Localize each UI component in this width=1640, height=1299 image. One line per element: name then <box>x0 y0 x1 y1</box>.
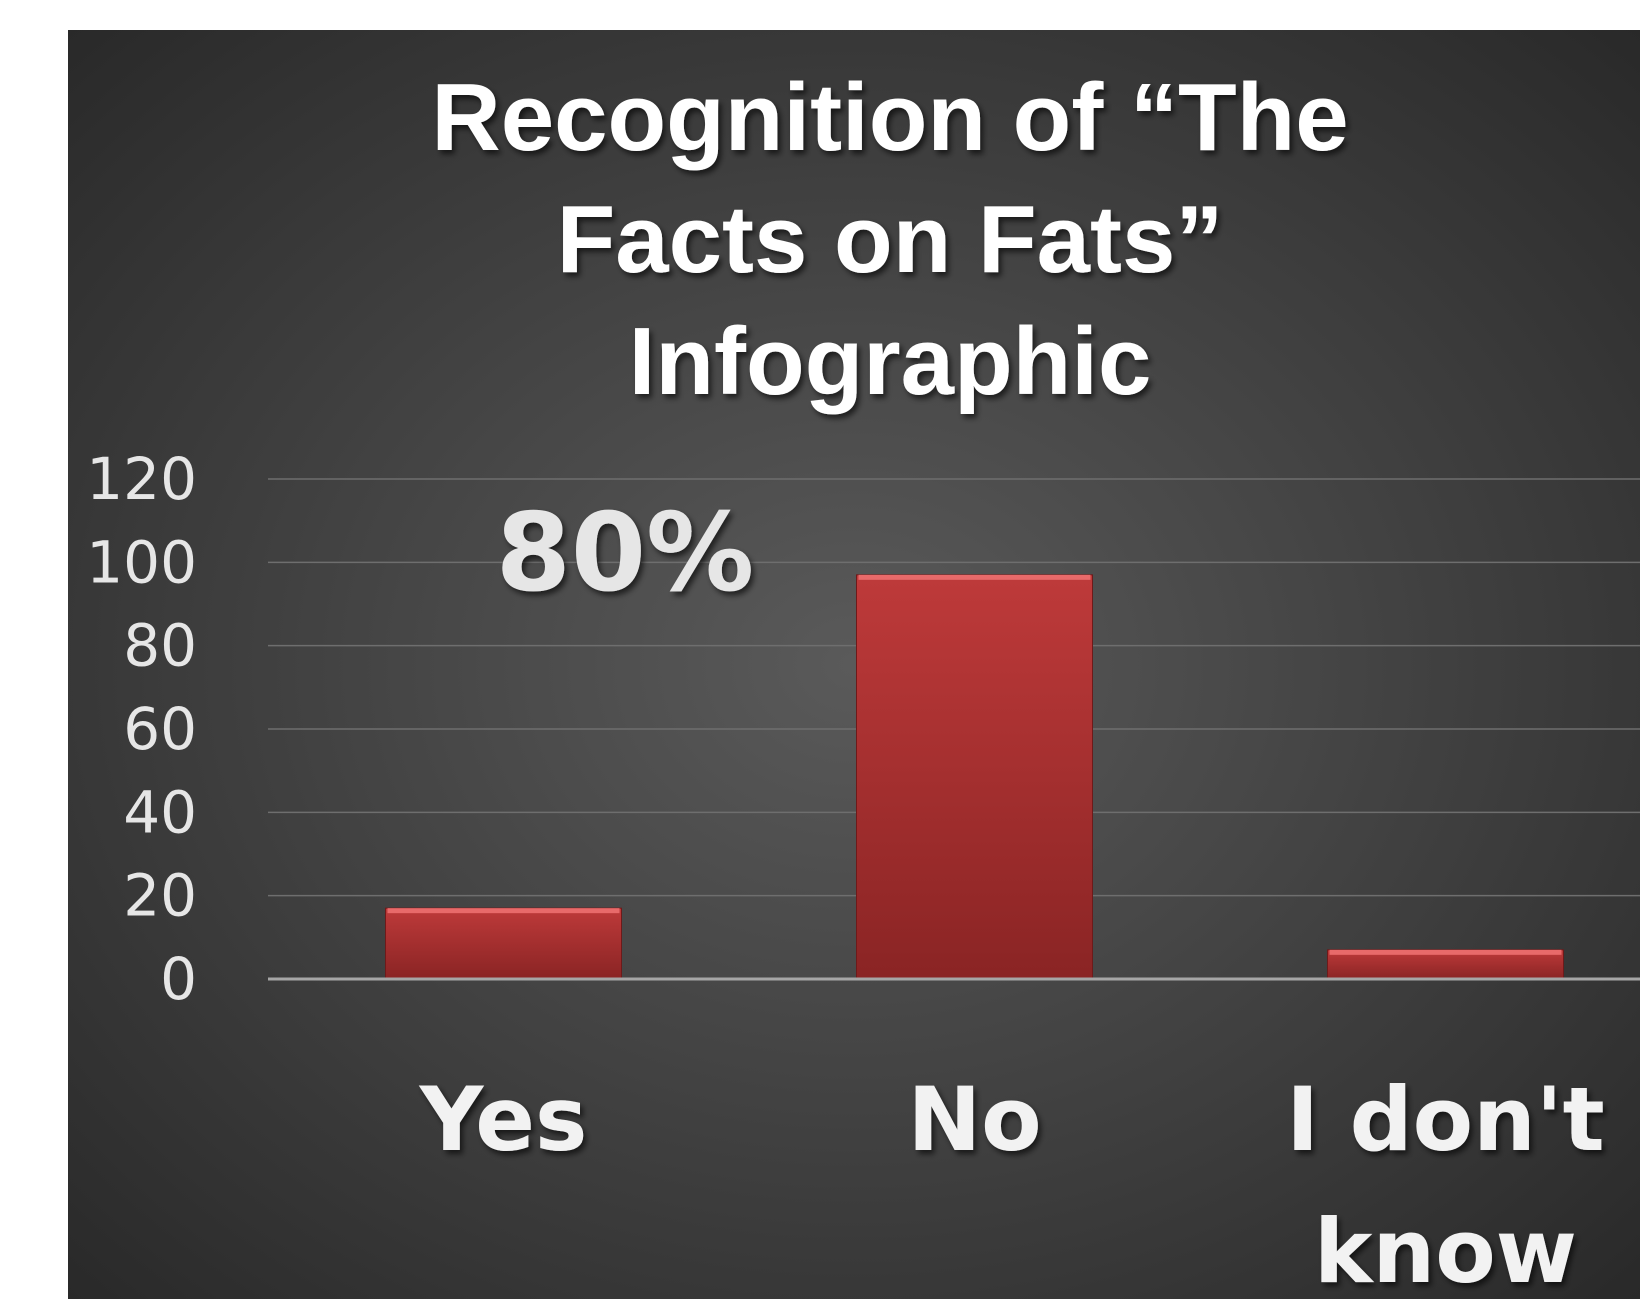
y-tick-label: 20 <box>123 862 197 930</box>
bars <box>385 574 1564 980</box>
chart-background <box>68 30 1640 1299</box>
y-tick-label: 40 <box>123 778 197 846</box>
category-label: Yes <box>419 1068 588 1171</box>
y-tick-label: 120 <box>86 445 197 513</box>
percentage-annotation: 80% <box>496 491 755 616</box>
x-axis-category-labels: Yes No I don't know <box>419 1068 1605 1299</box>
y-tick-label: 80 <box>123 612 197 680</box>
bar-top-highlight <box>387 908 620 914</box>
category-label: I don't <box>1286 1068 1604 1171</box>
bar-no <box>856 574 1093 980</box>
chart-title: Recognition of “The Facts on Fats” Infog… <box>431 64 1348 415</box>
y-tick-label: 100 <box>86 528 197 596</box>
category-label: know <box>1314 1200 1577 1299</box>
chart-title-line: Infographic <box>629 308 1152 415</box>
chart-title-line: Facts on Fats” <box>557 186 1224 293</box>
chart-title-line: Recognition of “The <box>431 64 1348 171</box>
category-label: No <box>907 1068 1041 1171</box>
bar-yes <box>385 907 622 980</box>
y-axis-tick-labels: 0 20 40 60 80 100 120 <box>86 445 197 1013</box>
bar-top-highlight <box>1329 949 1562 955</box>
y-tick-label: 0 <box>160 945 197 1013</box>
bar-top-highlight <box>858 574 1091 580</box>
y-tick-label: 60 <box>123 695 197 763</box>
